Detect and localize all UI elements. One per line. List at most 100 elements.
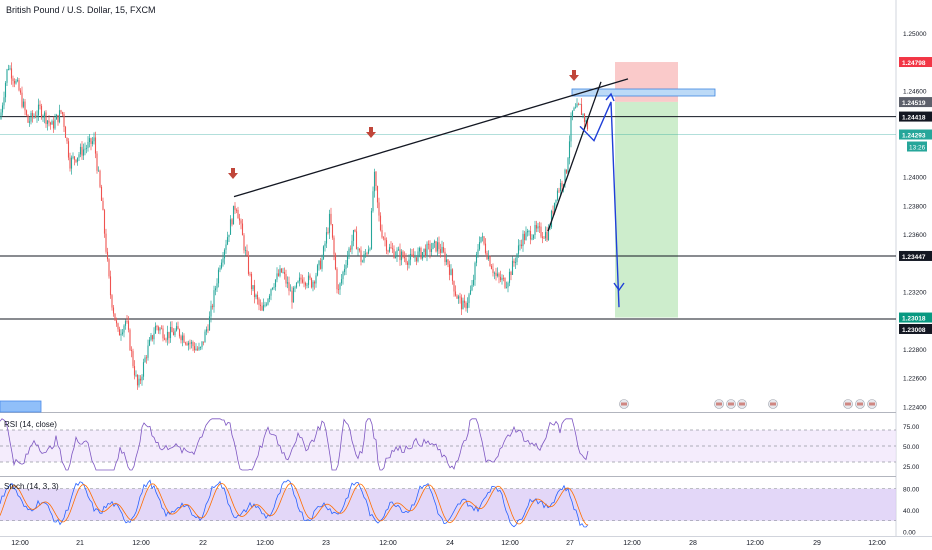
candle-body xyxy=(433,241,436,244)
price-tag xyxy=(899,323,932,334)
candle-body xyxy=(171,327,173,333)
candle-body xyxy=(73,156,76,160)
candle-body xyxy=(549,227,551,229)
candlestick-series xyxy=(0,62,589,390)
candle-body xyxy=(454,291,457,296)
candle-body xyxy=(301,279,304,283)
price-tag-label: 1.24798 xyxy=(902,60,926,67)
candle-body xyxy=(139,378,142,381)
candle-body xyxy=(379,215,382,231)
candle-body xyxy=(477,249,479,255)
candle-body xyxy=(289,290,292,292)
candle-body xyxy=(67,141,70,158)
price-tag xyxy=(899,129,932,140)
candle-body xyxy=(81,146,83,156)
price-tag-label: 1.24293 xyxy=(902,133,926,140)
candle-body xyxy=(3,97,5,106)
candle-body xyxy=(241,223,244,236)
candle-body xyxy=(87,141,89,149)
candle-body xyxy=(360,250,362,262)
candle-body xyxy=(520,244,523,247)
time-axis[interactable]: 12:00 21 12:00 22 12:00 23 12:00 24 12:00 27 12:00… xyxy=(11,540,886,547)
candle-body xyxy=(403,257,406,259)
candle-body xyxy=(355,231,358,250)
candle-body xyxy=(160,328,163,330)
candle-body xyxy=(186,343,188,346)
candle-body xyxy=(306,284,308,286)
candle-body xyxy=(492,268,494,274)
candle-body xyxy=(178,329,181,337)
candle-body xyxy=(535,225,538,229)
down-arrow-marker xyxy=(228,173,238,179)
price-tick-label: 1.22600 xyxy=(903,376,927,383)
price-tick-label: 1.22800 xyxy=(903,347,927,354)
candle-body xyxy=(357,248,359,250)
candle-body xyxy=(282,272,284,273)
resistance-box xyxy=(571,88,716,97)
stoch-label: Stoch (14, 3, 3) xyxy=(4,482,59,491)
candle-body xyxy=(214,288,217,291)
candle-body xyxy=(424,248,427,257)
candle-body xyxy=(7,69,10,70)
candle-body xyxy=(576,103,578,108)
event-flag-icon xyxy=(857,402,863,406)
candle-body xyxy=(412,254,415,258)
time-tick-label: 12:00 xyxy=(623,540,641,547)
down-arrow-marker xyxy=(569,75,579,81)
candle-body xyxy=(220,262,223,268)
candle-body xyxy=(48,120,50,123)
candle-body xyxy=(123,325,125,333)
candle-body xyxy=(75,159,77,162)
time-tick-label: 12:00 xyxy=(379,540,397,547)
candle-body xyxy=(129,329,131,351)
candle-body xyxy=(88,138,91,142)
candle-body xyxy=(177,326,179,330)
candle-body xyxy=(70,157,73,169)
candle-body xyxy=(162,328,164,339)
candle-body xyxy=(82,149,85,156)
candle-body xyxy=(96,153,98,171)
candle-body xyxy=(417,251,419,262)
candle-body xyxy=(259,304,262,307)
candle-body xyxy=(321,258,323,269)
candle-body xyxy=(561,182,563,187)
candle-body xyxy=(1,105,4,113)
candle-body xyxy=(390,247,392,249)
candle-body xyxy=(325,232,328,244)
time-tick-label: 12:00 xyxy=(868,540,886,547)
candle-body xyxy=(562,184,565,187)
candle-body xyxy=(426,243,428,257)
candle-body xyxy=(252,285,254,290)
candle-body xyxy=(475,254,478,263)
candle-body xyxy=(378,202,380,216)
candle-body xyxy=(451,269,454,281)
candle-body xyxy=(27,114,29,123)
candle-body xyxy=(280,268,283,273)
event-icons[interactable] xyxy=(619,399,877,409)
candle-body xyxy=(63,113,65,127)
candle-body xyxy=(46,120,49,125)
candle-body xyxy=(22,101,25,107)
candle-body xyxy=(459,296,461,298)
candle-body xyxy=(43,112,46,118)
candle-body xyxy=(579,104,581,105)
candle-body xyxy=(483,236,485,244)
candle-body xyxy=(369,248,371,250)
stoch-tick-label: 40.00 xyxy=(903,508,920,515)
candle-body xyxy=(316,265,319,276)
candle-body xyxy=(205,329,208,332)
candle-body xyxy=(268,295,271,300)
candle-body xyxy=(265,304,268,306)
price-tag-label: 1.23018 xyxy=(902,316,926,323)
rsi-tick-label: 75.00 xyxy=(903,424,920,431)
candle-body xyxy=(387,250,389,252)
rsi-line xyxy=(0,418,589,471)
price-axis[interactable]: 1.25000 1.24600 1.24000 1.23800 1.23600 1.232… xyxy=(899,31,932,536)
candle-body xyxy=(330,213,332,225)
candle-body xyxy=(234,205,236,210)
candle-body xyxy=(201,341,203,348)
candle-body xyxy=(276,273,278,280)
candle-body xyxy=(202,341,205,343)
candle-body xyxy=(427,243,430,245)
